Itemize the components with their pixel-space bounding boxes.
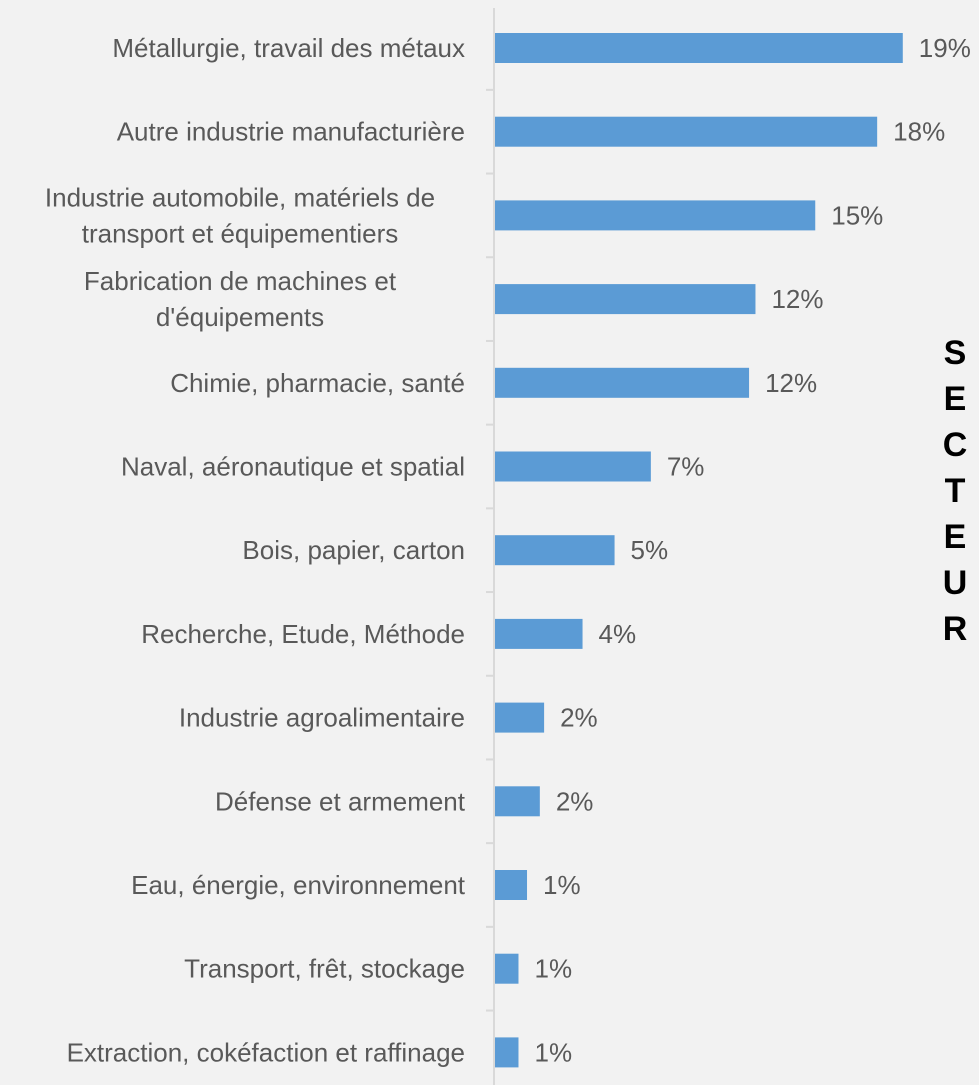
bar bbox=[495, 451, 651, 482]
bar bbox=[495, 870, 528, 900]
axis-title-letter: E bbox=[943, 518, 967, 556]
axis-title-letter: S bbox=[943, 334, 967, 372]
bar bbox=[495, 284, 756, 315]
category-label: Défense et armement bbox=[215, 786, 466, 816]
data-label: 12% bbox=[765, 368, 817, 398]
category-label: Naval, aéronautique et spatial bbox=[121, 452, 465, 482]
category-label: Industrie automobile, matériels de bbox=[45, 182, 435, 212]
data-label: 12% bbox=[771, 284, 823, 314]
bar bbox=[495, 702, 545, 733]
data-label: 2% bbox=[556, 786, 594, 816]
data-label: 19% bbox=[919, 33, 971, 63]
data-label: 1% bbox=[534, 1037, 572, 1067]
bar bbox=[495, 786, 540, 817]
axis-title-letter: E bbox=[943, 380, 967, 418]
category-label: Métallurgie, travail des métaux bbox=[112, 33, 465, 63]
data-label: 1% bbox=[534, 954, 572, 984]
axis-title-letter: R bbox=[942, 610, 968, 648]
category-label: Eau, énergie, environnement bbox=[131, 870, 466, 900]
data-label: 2% bbox=[560, 703, 598, 733]
category-label: transport et équipementiers bbox=[82, 218, 399, 248]
data-label: 7% bbox=[667, 452, 705, 482]
category-label: Bois, papier, carton bbox=[242, 535, 465, 565]
category-label: Fabrication de machines et bbox=[84, 266, 397, 296]
category-label: Extraction, cokéfaction et raffinage bbox=[67, 1037, 465, 1067]
bar bbox=[495, 618, 583, 649]
category-label: Recherche, Etude, Méthode bbox=[141, 619, 465, 649]
bar bbox=[495, 367, 750, 398]
data-label: 18% bbox=[893, 117, 945, 147]
bar bbox=[495, 953, 519, 984]
axis-title-letter: U bbox=[942, 564, 968, 602]
data-label: 1% bbox=[543, 870, 581, 900]
category-label: Transport, frêt, stockage bbox=[184, 954, 465, 984]
category-label: Chimie, pharmacie, santé bbox=[170, 368, 465, 398]
data-label: 4% bbox=[599, 619, 637, 649]
bar bbox=[495, 33, 903, 63]
category-label: d'équipements bbox=[156, 302, 324, 332]
axis-title-letter: C bbox=[942, 426, 968, 464]
bar bbox=[495, 535, 615, 566]
category-label: Autre industrie manufacturière bbox=[117, 117, 465, 147]
bar bbox=[495, 1037, 519, 1068]
axis-title-letter: T bbox=[944, 472, 966, 510]
bar bbox=[495, 200, 816, 231]
data-label: 15% bbox=[831, 200, 883, 230]
bar bbox=[495, 116, 878, 147]
data-label: 5% bbox=[631, 535, 669, 565]
category-label: Industrie agroalimentaire bbox=[179, 703, 465, 733]
